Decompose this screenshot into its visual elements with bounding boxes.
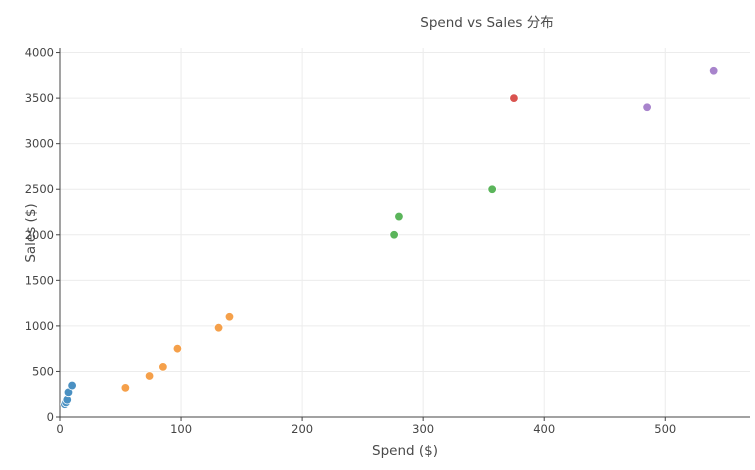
y-tick-label: 1000: [25, 319, 54, 333]
x-tick-label: 200: [291, 422, 313, 436]
chart-title: Spend vs Sales 分布: [420, 15, 553, 31]
data-point[interactable]: [487, 184, 497, 194]
data-point[interactable]: [67, 380, 77, 391]
data-point[interactable]: [509, 93, 519, 103]
data-point[interactable]: [642, 102, 652, 112]
data-point[interactable]: [158, 362, 168, 372]
axes: [59, 48, 750, 418]
data-points: [60, 66, 719, 409]
y-tick-label: 1500: [25, 273, 54, 287]
y-tick-label: 3000: [25, 137, 54, 151]
y-tick-label: 2000: [25, 228, 54, 242]
x-tick-label: 100: [170, 422, 192, 436]
data-point[interactable]: [213, 323, 224, 333]
data-point[interactable]: [394, 211, 404, 222]
grid: [60, 48, 750, 417]
data-point[interactable]: [172, 343, 183, 354]
data-point[interactable]: [389, 230, 399, 240]
data-point[interactable]: [144, 371, 155, 381]
data-point[interactable]: [224, 312, 235, 322]
y-tick-label: 2500: [25, 182, 54, 196]
data-point[interactable]: [708, 66, 719, 76]
x-axis-title: Spend ($): [372, 443, 438, 459]
y-tick-label: 0: [47, 410, 54, 424]
x-tick-label: 500: [654, 422, 676, 436]
y-tick-label: 3500: [25, 91, 54, 105]
x-tick-label: 0: [56, 422, 63, 436]
x-tick-label: 300: [412, 422, 434, 436]
data-point[interactable]: [120, 383, 131, 393]
tick-labels: 0 100 200 300 400 500 0 500 1000 1500 2000 2500 3000…: [25, 46, 677, 436]
y-axis-title: Sales ($): [23, 203, 39, 262]
y-tick-label: 500: [32, 364, 54, 378]
x-tick-label: 400: [533, 422, 555, 436]
y-tick-label: 4000: [25, 46, 54, 60]
